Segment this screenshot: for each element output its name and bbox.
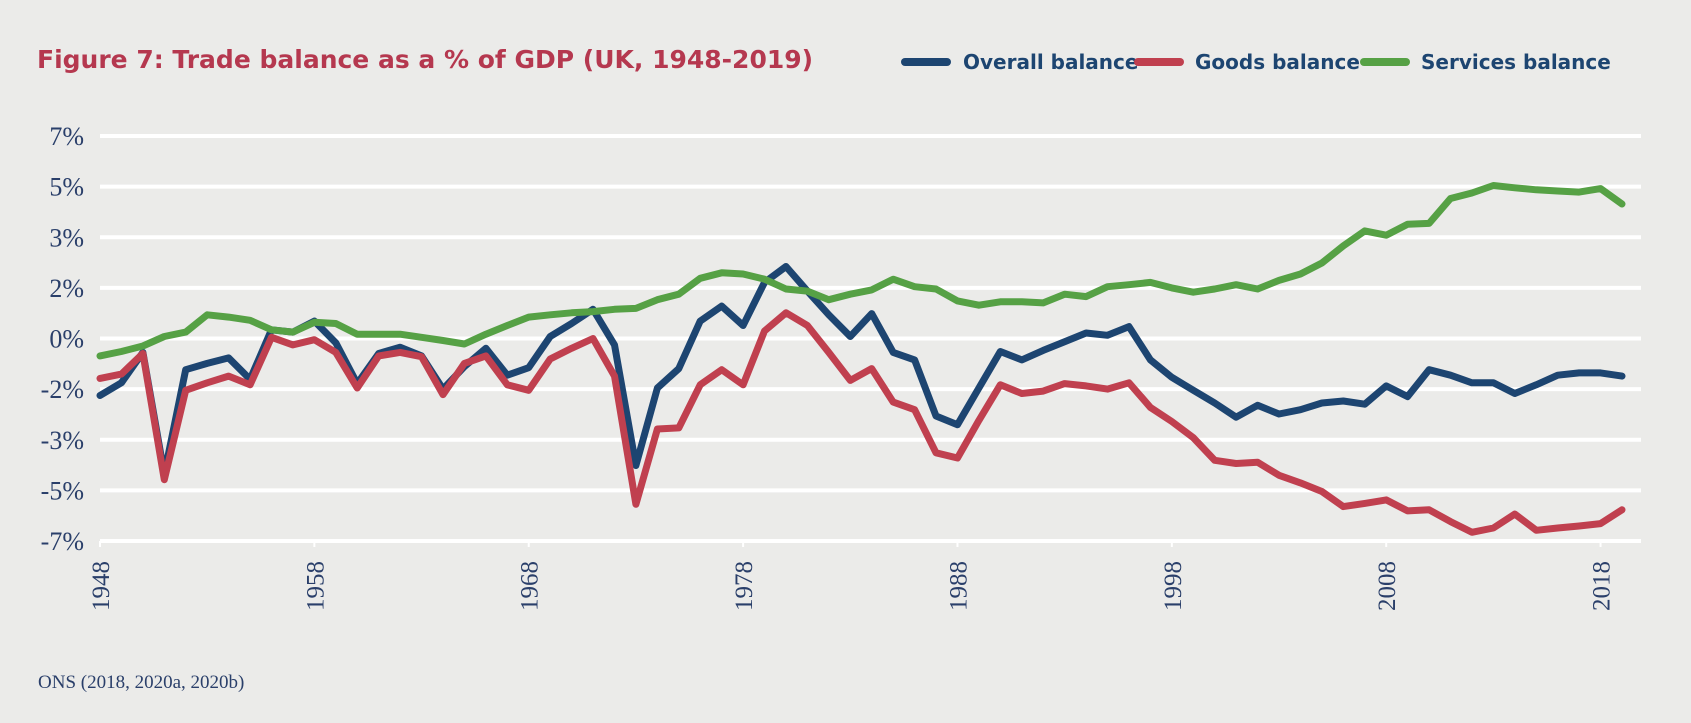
legend-label: Overall balance: [963, 50, 1138, 74]
x-tick-label: 1978: [731, 561, 758, 611]
series-line: [96, 263, 1626, 478]
x-tick-label: 1968: [517, 561, 544, 611]
x-tick-label: 1958: [302, 561, 329, 611]
y-tick-label: 5%: [49, 173, 84, 202]
x-tick-label: 1948: [88, 561, 115, 611]
y-tick-label: 2%: [49, 274, 84, 303]
x-tick-label: 1998: [1160, 561, 1187, 611]
x-tick-label: 2008: [1374, 561, 1401, 611]
y-tick-label: 3%: [49, 223, 84, 252]
series-line: [96, 182, 1626, 360]
y-tick-label: -7%: [41, 527, 84, 556]
y-tick-label: 0%: [49, 325, 84, 354]
x-tick-label: 1988: [945, 561, 972, 611]
y-tick-label: -2%: [41, 375, 84, 404]
y-tick-label: 7%: [49, 122, 84, 151]
series-line: [96, 309, 1626, 536]
y-tick-label: -5%: [41, 476, 84, 505]
chart-title: Figure 7: Trade balance as a % of GDP (U…: [37, 45, 813, 74]
legend-label: Goods balance: [1195, 50, 1360, 74]
x-tick-label: 2018: [1589, 561, 1616, 611]
legend-label: Services balance: [1421, 50, 1611, 74]
y-tick-label: -3%: [41, 426, 84, 455]
source-note: ONS (2018, 2020a, 2020b): [38, 672, 244, 693]
